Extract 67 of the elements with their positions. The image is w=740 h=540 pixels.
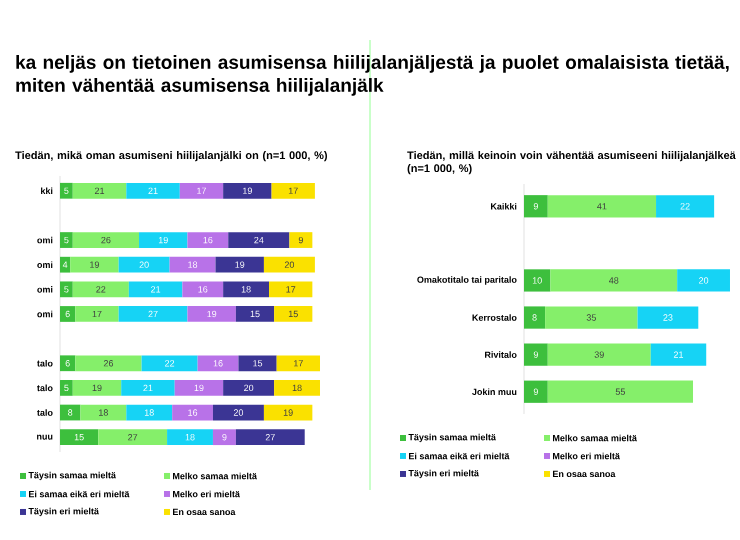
bar bbox=[60, 182, 73, 199]
bar bbox=[139, 232, 188, 248]
bar bbox=[547, 343, 651, 366]
bar bbox=[215, 256, 264, 273]
bar bbox=[523, 269, 551, 292]
bar bbox=[72, 232, 140, 248]
bar bbox=[60, 256, 71, 273]
bar bbox=[72, 281, 129, 298]
bar bbox=[128, 281, 183, 298]
bar bbox=[545, 306, 638, 329]
bar bbox=[547, 380, 694, 403]
bar bbox=[547, 195, 657, 218]
bar bbox=[169, 256, 216, 273]
bar bbox=[271, 182, 315, 199]
bar bbox=[60, 355, 76, 372]
bar bbox=[197, 355, 239, 372]
bar bbox=[187, 232, 229, 248]
bar bbox=[187, 306, 236, 322]
bar bbox=[650, 343, 707, 366]
bar bbox=[121, 380, 175, 396]
bar bbox=[263, 404, 313, 421]
bar bbox=[126, 404, 173, 421]
bar bbox=[637, 306, 699, 329]
bar bbox=[72, 182, 127, 199]
bar bbox=[523, 195, 548, 218]
bar bbox=[174, 380, 224, 396]
bar bbox=[75, 306, 119, 322]
bar bbox=[228, 232, 290, 248]
bar bbox=[60, 281, 73, 298]
bar bbox=[523, 380, 548, 403]
bar bbox=[269, 281, 313, 298]
bar bbox=[80, 404, 127, 421]
bar bbox=[118, 256, 170, 273]
bar bbox=[118, 306, 188, 322]
bar bbox=[60, 429, 99, 446]
bar bbox=[126, 182, 180, 199]
bar bbox=[212, 429, 236, 446]
bar bbox=[274, 306, 313, 322]
bar bbox=[677, 269, 730, 292]
bar bbox=[60, 380, 73, 396]
bar bbox=[223, 281, 270, 298]
bar bbox=[60, 232, 73, 248]
bar bbox=[289, 232, 313, 248]
text: ka neljäs on tietoinen asumisensa hiilijalanjäljestä ja puolet omalaisista tietää, miten vähentää asumisensa hiilijalanjälk bbox=[16, 55, 729, 96]
bar bbox=[98, 429, 168, 446]
bar bbox=[141, 355, 198, 372]
bar bbox=[223, 380, 275, 396]
bar bbox=[167, 429, 213, 446]
bar bbox=[212, 404, 264, 421]
bar bbox=[182, 281, 224, 298]
bar bbox=[172, 404, 213, 421]
bar bbox=[70, 256, 119, 273]
bar bbox=[75, 355, 142, 372]
bar bbox=[523, 306, 546, 329]
bar bbox=[523, 343, 548, 366]
bar bbox=[550, 269, 678, 292]
bar bbox=[60, 306, 76, 322]
bar bbox=[72, 380, 122, 396]
bar bbox=[235, 306, 275, 322]
bar bbox=[235, 429, 305, 446]
bar bbox=[263, 256, 315, 273]
bar bbox=[274, 380, 320, 396]
bar bbox=[223, 182, 272, 199]
bar bbox=[179, 182, 224, 199]
bar bbox=[276, 355, 320, 372]
bar bbox=[656, 195, 715, 218]
bar bbox=[238, 355, 277, 372]
